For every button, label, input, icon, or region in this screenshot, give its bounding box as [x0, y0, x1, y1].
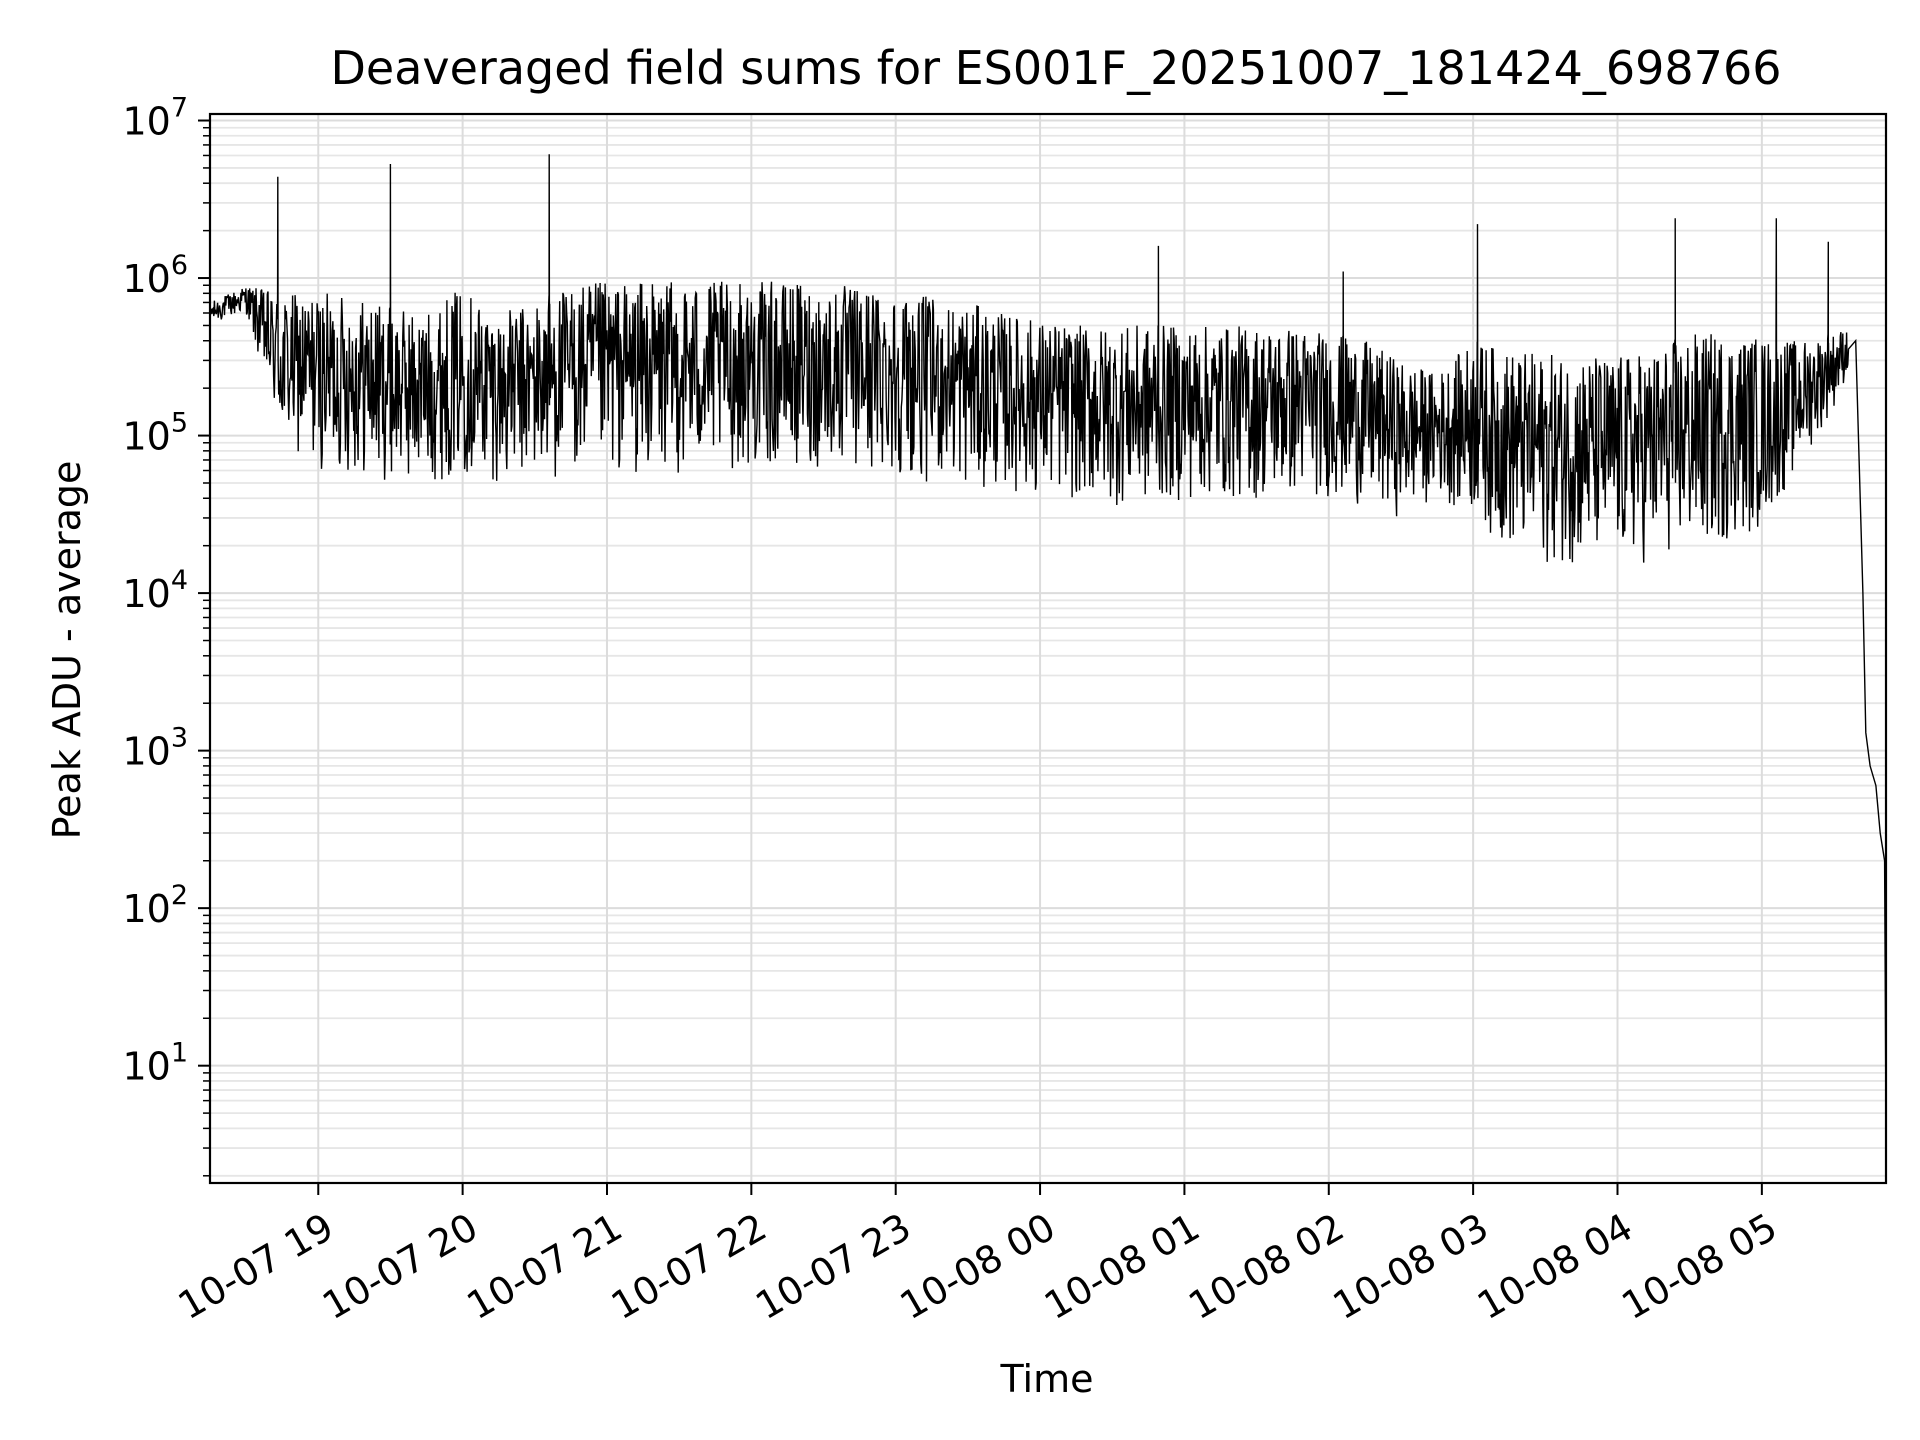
y-axis-label: Peak ADU - average	[45, 461, 89, 840]
y-tick-label: 107	[122, 93, 188, 144]
y-axis-ticks: 101 102 103 104 105 106 107	[122, 93, 210, 1177]
major-gridlines	[210, 114, 1886, 1183]
y-tick-label: 106	[122, 250, 188, 301]
y-tick-label: 104	[122, 565, 188, 616]
y-tick-label: 105	[122, 408, 188, 459]
series-line	[209, 154, 1887, 1129]
minor-gridlines	[210, 126, 1886, 1177]
chart-title: Deaveraged field sums for ES001F_2025100…	[331, 41, 1782, 95]
x-axis-label: Time	[1000, 1357, 1094, 1401]
y-tick-label: 101	[122, 1038, 188, 1089]
y-tick-label: 102	[122, 880, 188, 931]
y-tick-label: 103	[122, 723, 188, 774]
axes-frame	[208, 112, 1888, 1185]
plot-area	[209, 154, 1887, 1129]
